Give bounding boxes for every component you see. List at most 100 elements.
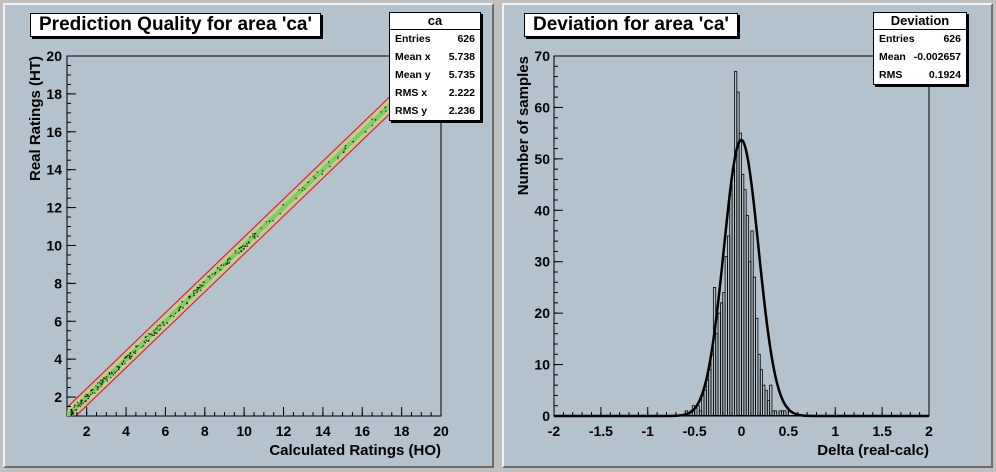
- scatter-point: [87, 397, 89, 400]
- scatter-point: [71, 410, 74, 412]
- histogram-plot: -2 -1.5 -1 -0.5 0 0.5 1 1.5 2010203040506070Delt…: [515, 48, 933, 459]
- scatter-stats-box: ca Entries 626 Mean x 5.738 Mean y 5.735 RM…: [389, 12, 481, 121]
- scatter-point: [100, 379, 102, 381]
- scatter-point: [161, 321, 164, 323]
- scatter-point: [302, 187, 304, 189]
- scatter-point: [96, 386, 99, 389]
- scatter-point: [105, 378, 108, 380]
- scatter-point: [121, 363, 124, 365]
- scatter-point: [79, 405, 81, 408]
- histogram-pad: -2 -1.5 -1 -0.5 0 0.5 1 1.5 2 0 10 20 30 40 50 60 70 Delt…: [502, 3, 993, 468]
- scatter-point: [70, 410, 73, 412]
- inner-band-lower: [70, 59, 441, 416]
- scatter-point: [254, 237, 256, 240]
- scatter-point: [240, 250, 243, 253]
- scatter-point: [80, 400, 82, 402]
- scatter-point: [207, 275, 209, 278]
- scatter-point: [156, 332, 158, 334]
- y-tick-label: 50: [534, 151, 550, 167]
- scatter-point: [343, 150, 345, 152]
- scatter-point: [244, 245, 246, 247]
- x-tick-label: -1: [642, 423, 655, 439]
- scatter-point: [112, 374, 115, 376]
- scatter-point: [124, 362, 126, 365]
- y-tick-label: 60: [534, 99, 550, 115]
- scatter-point: [343, 151, 345, 154]
- scatter-point: [82, 402, 84, 404]
- scatter-point: [226, 260, 229, 262]
- scatter-point: [268, 220, 271, 222]
- stats-row: Entries 626: [879, 33, 961, 45]
- scatter-point: [344, 147, 346, 150]
- scatter-point: [96, 388, 99, 391]
- scatter-point: [260, 227, 262, 229]
- scatter-point: [295, 197, 297, 200]
- x-tick-label: -0.5: [683, 423, 707, 439]
- y-axis-label: Number of samples: [515, 56, 532, 195]
- scatter-point: [84, 395, 86, 397]
- scatter-point: [344, 145, 347, 147]
- scatter-point: [197, 287, 199, 289]
- scatter-point: [134, 350, 137, 352]
- bands-group: [67, 56, 441, 416]
- x-tick-label: 1: [831, 423, 839, 439]
- scatter-point: [242, 245, 244, 247]
- scatter-point: [220, 269, 222, 271]
- scatter-point: [153, 332, 156, 334]
- scatter-point: [182, 307, 184, 309]
- scatter-point: [71, 411, 74, 413]
- scatter-point: [105, 376, 108, 378]
- scatter-point: [129, 357, 131, 360]
- scatter-pad: 2 4 6 8 10 12 14 16 18 20 2 4 6 8 10 12 14 16 18 20 Calculat…: [3, 3, 494, 468]
- scatter-point: [116, 365, 118, 368]
- scatter-point: [159, 328, 162, 330]
- scatter-point: [102, 380, 104, 383]
- scatter-point: [95, 385, 97, 387]
- x-tick-label: 2: [83, 423, 91, 439]
- scatter-point: [129, 352, 131, 354]
- scatter-point: [146, 335, 148, 337]
- scatter-point: [178, 307, 180, 309]
- scatter-point: [148, 339, 150, 342]
- outer-band-lower: [75, 64, 441, 416]
- scatter-point: [96, 382, 99, 384]
- scatter-point: [129, 356, 131, 358]
- scatter-point: [135, 346, 137, 348]
- scatter-point: [186, 303, 188, 305]
- scatter-point: [252, 235, 254, 238]
- x-tick-label: 16: [354, 423, 370, 439]
- scatter-point: [186, 302, 188, 304]
- scatter-point: [111, 372, 113, 375]
- scatter-point: [131, 355, 133, 358]
- x-tick-label: 0.5: [779, 423, 799, 439]
- scatter-point: [80, 403, 83, 406]
- y-tick-label: 14: [46, 162, 62, 178]
- x-tick-label: 1.5: [872, 423, 892, 439]
- stats-row: RMS 0.1924: [879, 69, 961, 81]
- scatter-point: [101, 381, 104, 383]
- x-tick-label: 8: [201, 423, 209, 439]
- scatter-point: [219, 268, 221, 271]
- scatter-point: [129, 355, 131, 357]
- stats-row: Entries 626: [395, 33, 475, 45]
- scatter-point: [304, 188, 306, 190]
- scatter-point: [118, 368, 120, 371]
- scatter-point: [169, 315, 171, 318]
- scatter-point: [228, 262, 231, 264]
- scatter-point: [127, 354, 129, 356]
- y-tick-label: 20: [46, 48, 62, 64]
- scatter-point: [111, 371, 113, 373]
- scatter-point: [227, 258, 229, 261]
- scatter-point: [70, 411, 72, 413]
- scatter-point: [106, 380, 109, 382]
- scatter-point: [197, 289, 199, 291]
- scatter-point: [246, 243, 248, 245]
- scatter-point: [196, 291, 198, 293]
- scatter-point: [199, 284, 201, 286]
- scatter-point: [154, 328, 157, 331]
- x-axis-label: Calculated Ratings (HO): [269, 442, 441, 459]
- x-tick-label: 18: [394, 423, 410, 439]
- scatter-point: [80, 399, 83, 401]
- scatter-point: [90, 393, 92, 395]
- scatter-point: [199, 287, 201, 289]
